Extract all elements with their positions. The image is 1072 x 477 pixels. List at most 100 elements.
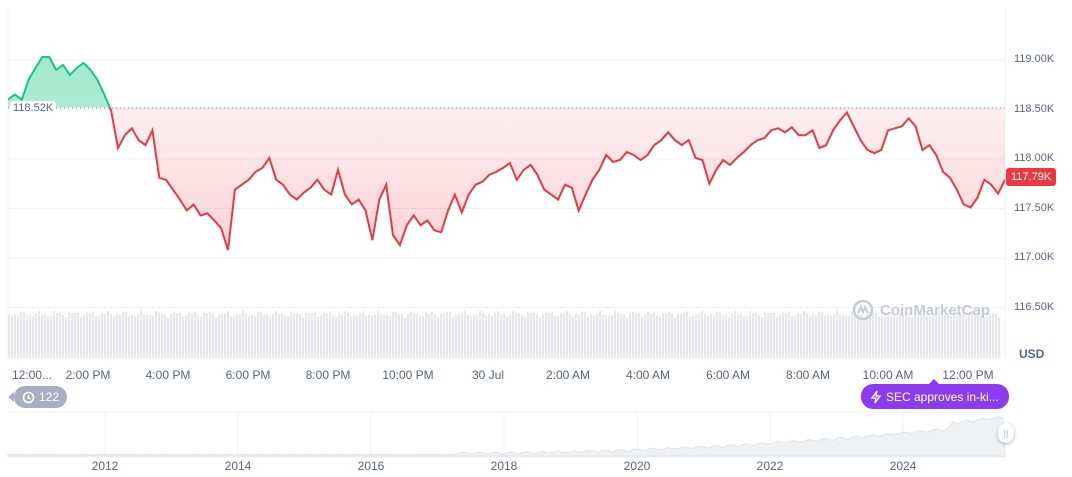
volume-bar <box>263 315 266 358</box>
volume-bar <box>557 315 560 358</box>
volume-bar <box>686 311 689 358</box>
volume-bar <box>398 314 401 358</box>
volume-bar <box>563 313 566 358</box>
volume-bar <box>785 313 788 358</box>
volume-bar <box>734 311 737 358</box>
volume-bar <box>566 311 569 358</box>
watermark: CoinMarketCap <box>852 299 990 321</box>
volume-bar <box>260 311 263 358</box>
navigator-year-label: 2012 <box>91 459 119 473</box>
volume-bar <box>170 313 173 358</box>
x-tick-label: 4:00 PM <box>145 368 191 382</box>
volume-bar <box>164 314 167 358</box>
volume-bar <box>224 312 227 358</box>
volume-bar <box>14 314 17 358</box>
volume-bar <box>761 317 764 358</box>
volume-bar <box>377 310 380 358</box>
volume-bar <box>26 315 29 358</box>
volume-bar <box>536 313 539 358</box>
volume-bar <box>17 315 20 358</box>
volume-bar <box>605 314 608 358</box>
volume-bar <box>374 314 377 358</box>
volume-bar <box>44 313 47 358</box>
volume-bar <box>869 311 872 358</box>
volume-bar <box>188 311 191 358</box>
volume-bar <box>182 316 185 358</box>
volume-bar <box>23 312 26 358</box>
volume-bar <box>929 315 932 358</box>
volume-bar <box>659 316 662 358</box>
volume-bar <box>308 312 311 358</box>
volume-bar <box>50 315 53 358</box>
volume-bar <box>86 312 89 358</box>
volume-bar <box>233 315 236 358</box>
volume-bar <box>998 317 1001 358</box>
navigator-handle[interactable]: || <box>998 423 1014 443</box>
volume-bar <box>206 313 209 358</box>
volume-bar <box>920 313 923 358</box>
volume-bar <box>281 313 284 358</box>
volume-bar <box>614 310 617 358</box>
volume-bar <box>326 313 329 358</box>
volume-bar <box>722 315 725 358</box>
volume-bar <box>338 313 341 358</box>
volume-bar <box>35 313 38 358</box>
volume-bar <box>758 314 761 358</box>
volume-bar <box>302 317 305 358</box>
volume-bar <box>845 315 848 358</box>
volume-bar <box>227 311 230 358</box>
volume-bar <box>878 316 881 358</box>
volume-bar <box>347 312 350 358</box>
volume-bar <box>992 312 995 358</box>
volume-bar <box>248 315 251 358</box>
volume-bar <box>827 314 830 358</box>
volume-bar <box>503 314 506 358</box>
volume-bar <box>749 311 752 358</box>
watermark-text: CoinMarketCap <box>880 301 991 319</box>
volume-bar <box>752 313 755 358</box>
volume-bar <box>971 310 974 358</box>
navigator-area[interactable] <box>7 416 1006 457</box>
volume-bar <box>866 313 869 358</box>
volume-bar <box>947 314 950 358</box>
volume-bar <box>821 311 824 358</box>
volume-bar <box>965 316 968 358</box>
volume-bar <box>365 315 368 358</box>
volume-bar <box>380 313 383 358</box>
volume-bar <box>803 311 806 358</box>
volume-bar <box>698 314 701 358</box>
area-below-baseline <box>110 108 1005 251</box>
volume-bar <box>485 315 488 358</box>
volume-bar <box>38 311 41 358</box>
news-event-pill[interactable]: SEC approves in-ki... <box>861 379 1009 409</box>
x-tick-label: 10:00 PM <box>382 368 434 382</box>
volume-bar <box>797 313 800 358</box>
volume-bar <box>11 315 14 358</box>
x-tick-label: 4:00 AM <box>625 368 671 382</box>
volume-bar <box>491 316 494 358</box>
volume-bar <box>881 315 884 358</box>
volume-bar <box>128 315 131 358</box>
volume-bar <box>950 316 953 358</box>
volume-bar <box>524 316 527 358</box>
navigator-year-label: 2018 <box>490 459 518 473</box>
volume-bar <box>677 314 680 358</box>
current-price-tag: 117.79K <box>1006 168 1057 186</box>
volume-bar <box>506 316 509 358</box>
x-tick-label: 2:00 PM <box>65 368 111 382</box>
volume-bar <box>617 313 620 358</box>
volume-bar <box>101 313 104 358</box>
x-tick-label: 30 Jul <box>471 368 505 382</box>
volume-bar <box>707 315 710 358</box>
x-tick-label: 6:00 PM <box>225 368 271 382</box>
volume-bar <box>200 317 203 358</box>
volume-bar <box>545 312 548 358</box>
volume-bar <box>977 313 980 358</box>
volume-bar <box>776 317 779 358</box>
volume-bar <box>146 314 149 358</box>
volume-bar <box>671 313 674 358</box>
volume-bar <box>788 311 791 358</box>
volume-bar <box>938 310 941 358</box>
history-badge[interactable]: 122 <box>7 386 68 408</box>
